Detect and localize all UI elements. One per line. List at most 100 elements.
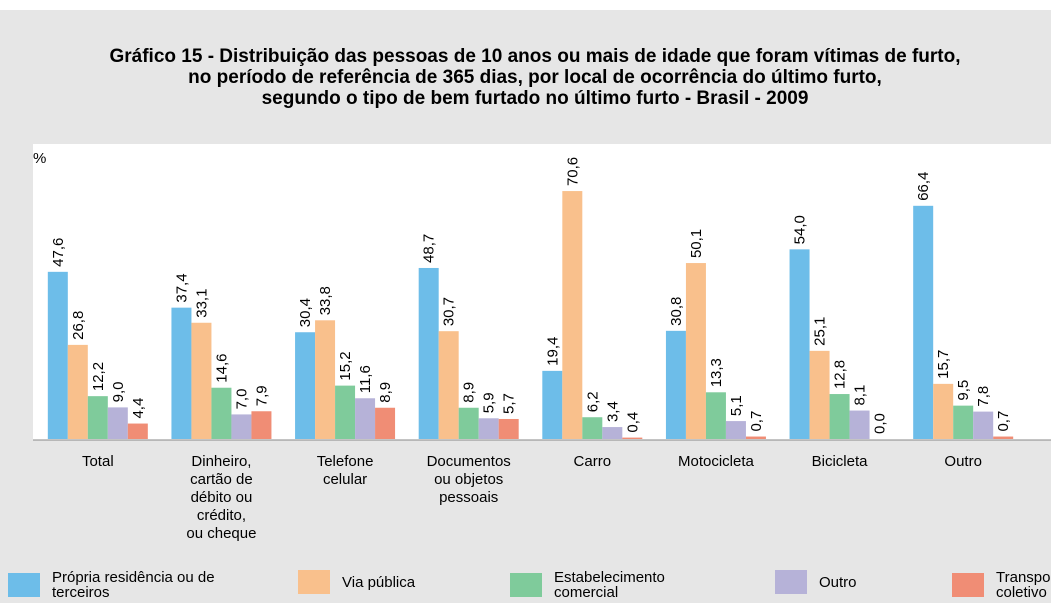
x-tick-label: débito ou <box>191 489 253 506</box>
y-axis-label: % <box>33 150 46 167</box>
bar <box>375 407 396 439</box>
bar <box>849 410 870 439</box>
legend-item: Outro <box>775 570 919 594</box>
data-label: 5,7 <box>501 393 518 414</box>
data-label: 30,4 <box>297 298 314 327</box>
bar <box>953 405 974 439</box>
data-label: 8,9 <box>461 382 478 403</box>
bar <box>67 344 88 439</box>
data-label: 5,9 <box>481 392 498 413</box>
legend-swatch <box>8 573 40 597</box>
legend-label: Outro <box>819 573 857 591</box>
data-label: 48,7 <box>421 234 438 263</box>
data-label: 54,0 <box>792 215 809 244</box>
bar <box>171 307 192 439</box>
x-tick-label: Motocicleta <box>678 453 755 470</box>
x-tick-label: Outro <box>944 453 982 470</box>
legend-label: Estabelecimento comercial <box>554 569 665 601</box>
data-label: 33,1 <box>193 289 210 318</box>
data-label: 8,1 <box>852 385 869 406</box>
data-label: 7,9 <box>253 385 270 406</box>
legend-item: Transporte coletivo <box>952 570 1051 600</box>
legend-label: Transporte coletivo <box>996 569 1051 601</box>
data-label: 3,4 <box>604 401 621 422</box>
legend-swatch <box>510 573 542 597</box>
chart-title: Gráfico 15 - Distribuição das pessoas de… <box>109 46 960 67</box>
legend-item: Estabelecimento comercial <box>510 570 714 600</box>
chart-title: no período de referência de 365 dias, po… <box>188 67 882 88</box>
bar <box>973 411 994 439</box>
bar <box>335 385 356 439</box>
x-tick-label: cartão de <box>190 471 253 488</box>
data-label: 6,2 <box>584 391 601 412</box>
data-label: 50,1 <box>688 229 705 258</box>
legend-swatch <box>298 570 330 594</box>
x-tick-label: Carro <box>574 453 612 470</box>
data-label: 12,2 <box>90 362 107 391</box>
data-label: 12,8 <box>832 360 849 389</box>
data-label: 15,7 <box>935 350 952 379</box>
bar <box>809 350 830 439</box>
bar <box>829 394 850 439</box>
legend-label: Própria residência ou de terceiros <box>52 569 215 601</box>
bar <box>87 396 108 439</box>
bar <box>211 387 232 439</box>
bar <box>355 398 376 439</box>
bar <box>933 383 954 439</box>
data-label: 0,0 <box>872 413 889 434</box>
bar <box>191 322 212 439</box>
bar <box>418 267 439 439</box>
bar <box>458 407 479 439</box>
data-label: 14,6 <box>213 354 230 383</box>
bar <box>107 407 128 439</box>
x-tick-label: ou objetos <box>434 471 503 488</box>
data-label: 0,4 <box>624 412 641 433</box>
x-tick-label: ou cheque <box>186 525 256 542</box>
bar <box>705 392 726 439</box>
bar <box>295 332 316 439</box>
bar <box>231 414 252 439</box>
chart-title: segundo o tipo de bem furtado no último … <box>262 88 809 109</box>
bar <box>602 427 623 439</box>
data-label: 26,8 <box>70 311 87 340</box>
bar <box>789 249 810 439</box>
bar <box>47 271 68 439</box>
data-label: 33,8 <box>317 286 334 315</box>
legend-item: Própria residência ou de terceiros <box>8 570 232 600</box>
bar <box>438 331 459 439</box>
x-tick-label: celular <box>323 471 367 488</box>
data-label: 9,0 <box>110 382 127 403</box>
bar <box>251 411 272 439</box>
data-label: 70,6 <box>564 157 581 186</box>
data-label: 66,4 <box>915 172 932 201</box>
data-label: 7,8 <box>975 386 992 407</box>
bar <box>315 320 336 439</box>
data-label: 19,4 <box>544 337 561 366</box>
bar <box>685 263 706 439</box>
x-tick-label: Documentos <box>427 453 511 470</box>
legend-item: Via pública <box>298 570 462 594</box>
bar <box>542 370 563 439</box>
x-tick-label: Telefone <box>317 453 374 470</box>
data-label: 13,3 <box>708 358 725 387</box>
data-label: 0,7 <box>748 411 765 432</box>
bar <box>562 191 583 439</box>
legend-label: Via pública <box>342 573 416 591</box>
x-tick-label: crédito, <box>197 507 246 524</box>
data-label: 30,8 <box>668 297 685 326</box>
bar <box>725 421 746 439</box>
data-label: 37,4 <box>173 273 190 302</box>
x-tick-label: pessoais <box>439 489 498 506</box>
data-label: 11,6 <box>357 365 374 393</box>
bar <box>913 205 934 439</box>
x-tick-label: Total <box>82 453 114 470</box>
data-label: 7,0 <box>233 389 250 410</box>
data-label: 0,7 <box>995 411 1012 432</box>
x-tick-label: Bicicleta <box>812 453 869 470</box>
data-label: 47,6 <box>50 238 67 267</box>
data-label: 8,9 <box>377 382 394 403</box>
bar <box>582 417 603 439</box>
data-label: 15,2 <box>337 351 354 380</box>
